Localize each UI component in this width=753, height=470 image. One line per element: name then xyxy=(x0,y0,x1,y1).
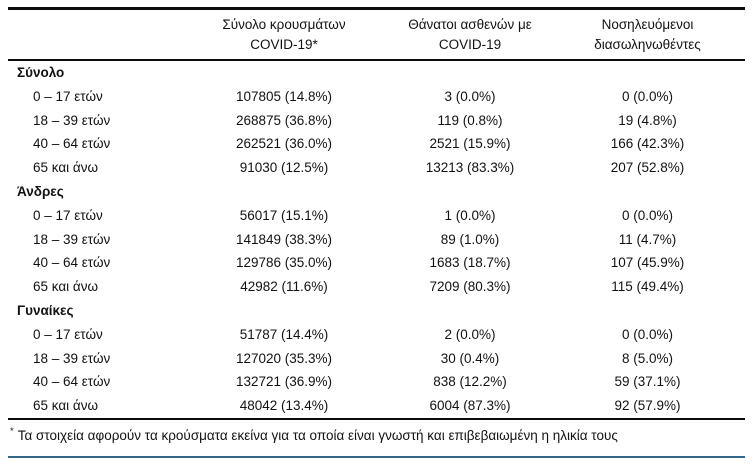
table-header: Σύνολο κρουσμάτων COVID-19* Θάνατοι ασθε… xyxy=(8,8,745,61)
age-label-cell: 0 – 17 ετών xyxy=(33,88,103,104)
table-row: 18 – 39 ετών 268875 (36.8%) 119 (0.8%) 1… xyxy=(8,109,745,133)
cases-cell: 127020 (35.3%) xyxy=(235,350,333,366)
age-label-cell: 0 – 17 ετών xyxy=(33,326,103,342)
age-label-cell: 40 – 64 ετών xyxy=(33,374,111,390)
deaths-cell: 1683 (18.7%) xyxy=(429,255,511,271)
footnote: * Τα στοιχεία αφορούν τα κρούσματα εκείνα… xyxy=(10,427,753,445)
footnote-text: Τα στοιχεία αφορούν τα κρούσματα εκείνα … xyxy=(17,427,618,443)
deaths-cell: 838 (12.2%) xyxy=(433,374,507,390)
section-header-row-men: Άνδρες xyxy=(8,180,745,204)
table-row: 65 και άνω 42982 (11.6%) 7209 (80.3%) 11… xyxy=(8,275,745,299)
deaths-cell: 1 (0.0%) xyxy=(444,207,496,223)
intubated-cell: 19 (4.8%) xyxy=(618,112,677,128)
deaths-cell: 30 (0.4%) xyxy=(440,350,500,366)
cases-cell: 51787 (14.4%) xyxy=(239,326,329,342)
deaths-cell: 13213 (83.3%) xyxy=(425,160,515,176)
cases-cell: 48042 (13.4%) xyxy=(239,398,329,414)
covid-age-distribution-table: Σύνολο κρουσμάτων COVID-19* Θάνατοι ασθε… xyxy=(8,7,745,420)
intubated-cell: 0 (0.0%) xyxy=(621,326,674,342)
age-label-cell: 0 – 17 ετών xyxy=(33,207,103,223)
deaths-cell: 6004 (87.3%) xyxy=(429,398,511,414)
cases-cell: 129786 (35.0%) xyxy=(235,255,333,271)
column-header-intubated-line2: διασωληνωθέντες xyxy=(594,37,701,52)
age-label-cell: 18 – 39 ετών xyxy=(33,231,111,247)
cases-cell: 141849 (38.3%) xyxy=(235,231,333,247)
cases-cell: 107805 (14.8%) xyxy=(235,88,333,104)
table-row: 40 – 64 ετών 262521 (36.0%) 2521 (15.9%)… xyxy=(8,132,745,156)
intubated-cell: 0 (0.0%) xyxy=(621,88,674,104)
table-row: 0 – 17 ετών 107805 (14.8%) 3 (0.0%) 0 (0… xyxy=(8,85,745,109)
section-header-row-total: Σύνολο xyxy=(8,60,745,85)
deaths-cell: 119 (0.8%) xyxy=(437,112,503,128)
section-label: Άνδρες xyxy=(17,183,64,199)
footer-rule xyxy=(8,456,745,458)
intubated-cell: 115 (49.4%) xyxy=(611,279,684,295)
column-header-cases-line1: Σύνολο κρουσμάτων xyxy=(222,17,346,32)
cases-cell: 262521 (36.0%) xyxy=(235,136,333,152)
cases-cell: 268875 (36.8%) xyxy=(235,112,333,128)
age-label-cell: 65 και άνω xyxy=(33,398,99,414)
cases-cell: 42982 (11.6%) xyxy=(240,279,328,295)
intubated-cell: 11 (4.7%) xyxy=(618,231,677,247)
column-header-intubated: Νοσηλευόμενοι διασωληνωθέντες xyxy=(550,8,745,61)
intubated-cell: 207 (52.8%) xyxy=(610,160,685,176)
deaths-cell: 89 (1.0%) xyxy=(440,231,500,247)
table-row: 40 – 64 ετών 129786 (35.0%) 1683 (18.7%)… xyxy=(8,251,745,275)
section-label: Γυναίκες xyxy=(17,302,74,318)
intubated-cell: 92 (57.9%) xyxy=(614,398,681,414)
cases-cell: 91030 (12.5%) xyxy=(239,160,329,176)
column-header-cases-line2: COVID-19* xyxy=(250,37,318,52)
age-label-cell: 40 – 64 ετών xyxy=(33,255,111,271)
age-label-cell: 40 – 64 ετών xyxy=(33,136,111,152)
table-row: 40 – 64 ετών 132721 (36.9%) 838 (12.2%) … xyxy=(8,370,745,394)
deaths-cell: 2 (0.0%) xyxy=(444,326,496,342)
table-row: 65 και άνω 91030 (12.5%) 13213 (83.3%) 2… xyxy=(8,156,745,180)
table-row: 65 και άνω 48042 (13.4%) 6004 (87.3%) 92… xyxy=(8,394,745,419)
age-label-cell: 65 και άνω xyxy=(33,279,99,295)
intubated-cell: 0 (0.0%) xyxy=(621,207,674,223)
table-body: Σύνολο 0 – 17 ετών 107805 (14.8%) 3 (0.0… xyxy=(8,60,745,419)
cases-cell: 132721 (36.9%) xyxy=(235,374,333,390)
age-label-cell: 18 – 39 ετών xyxy=(33,112,111,128)
intubated-cell: 59 (37.1%) xyxy=(614,374,681,390)
deaths-cell: 3 (0.0%) xyxy=(444,88,496,104)
section-header-row-women: Γυναίκες xyxy=(8,299,745,323)
header-empty-cell xyxy=(8,8,178,61)
deaths-cell: 2521 (15.9%) xyxy=(429,136,511,152)
age-label-cell: 65 και άνω xyxy=(33,160,99,176)
section-label: Σύνολο xyxy=(17,65,65,80)
column-header-intubated-line1: Νοσηλευόμενοι xyxy=(601,17,694,32)
age-label-cell: 18 – 39 ετών xyxy=(33,350,111,366)
deaths-cell: 7209 (80.3%) xyxy=(429,279,511,295)
column-header-cases: Σύνολο κρουσμάτων COVID-19* xyxy=(178,8,390,61)
footnote-asterisk: * xyxy=(10,426,14,438)
table-row: 0 – 17 ετών 56017 (15.1%) 1 (0.0%) 0 (0.… xyxy=(8,204,745,228)
table-row: 18 – 39 ετών 127020 (35.3%) 30 (0.4%) 8 … xyxy=(8,347,745,371)
intubated-cell: 8 (5.0%) xyxy=(621,350,674,366)
cases-cell: 56017 (15.1%) xyxy=(239,207,329,223)
column-header-deaths-line2: COVID-19 xyxy=(438,37,502,52)
intubated-cell: 107 (45.9%) xyxy=(610,255,685,271)
table-row: 0 – 17 ετών 51787 (14.4%) 2 (0.0%) 0 (0.… xyxy=(8,323,745,347)
intubated-cell: 166 (42.3%) xyxy=(610,136,685,152)
column-header-deaths: Θάνατοι ασθενών με COVID-19 xyxy=(390,8,550,61)
table-row: 18 – 39 ετών 141849 (38.3%) 89 (1.0%) 11… xyxy=(8,228,745,252)
header-row: Σύνολο κρουσμάτων COVID-19* Θάνατοι ασθε… xyxy=(8,8,745,61)
column-header-deaths-line1: Θάνατοι ασθενών με xyxy=(408,17,532,32)
